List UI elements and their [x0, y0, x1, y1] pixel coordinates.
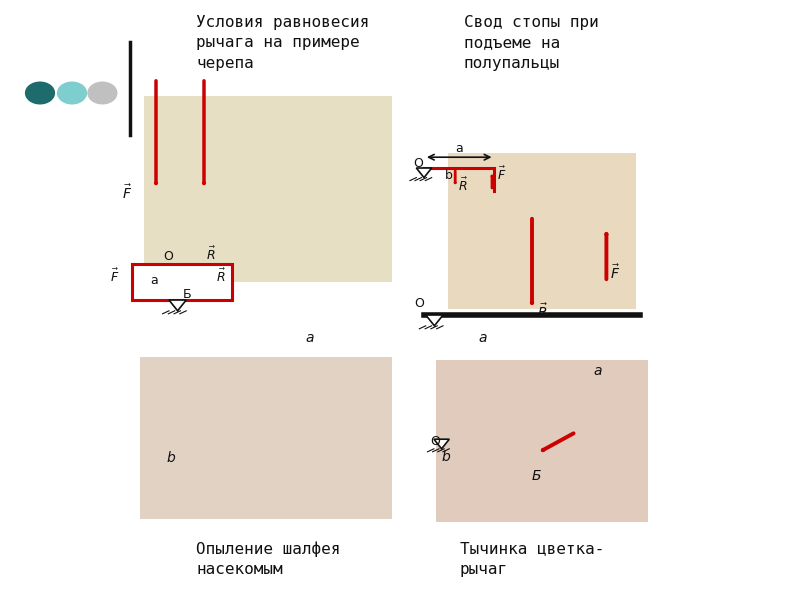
Bar: [140, 357, 392, 519]
Text: a: a: [150, 274, 158, 287]
Circle shape: [58, 82, 86, 104]
Text: b: b: [166, 451, 175, 465]
Text: Б: Б: [532, 469, 542, 483]
Text: b: b: [442, 450, 450, 464]
Text: a: a: [478, 331, 487, 345]
Text: a: a: [455, 142, 463, 155]
Text: a: a: [594, 364, 602, 378]
Polygon shape: [169, 300, 186, 311]
Text: O: O: [414, 157, 423, 170]
Text: $\vec{R}$: $\vec{R}$: [206, 245, 216, 263]
Bar: [436, 360, 648, 522]
Bar: [132, 264, 232, 300]
Text: b: b: [445, 169, 453, 182]
Text: $\vec{F}$: $\vec{F}$: [110, 268, 119, 285]
Text: O: O: [430, 435, 440, 448]
Text: O: O: [163, 250, 173, 263]
Text: a: a: [306, 331, 314, 345]
Text: $\vec{R}$: $\vec{R}$: [216, 268, 226, 285]
Polygon shape: [434, 439, 450, 449]
Text: $\vec{F}$: $\vec{F}$: [610, 263, 620, 282]
Text: Тычинка цветка-
рычаг: Тычинка цветка- рычаг: [460, 541, 604, 577]
Circle shape: [26, 82, 54, 104]
Text: $\vec{F}$: $\vec{F}$: [122, 184, 132, 202]
Text: Б: Б: [182, 288, 191, 301]
Text: $\vec{R}$: $\vec{R}$: [458, 176, 467, 194]
Text: Опыление шалфея
насекомым: Опыление шалфея насекомым: [196, 541, 340, 577]
Circle shape: [88, 82, 117, 104]
Text: Свод стопы при
подъеме на
полупальцы: Свод стопы при подъеме на полупальцы: [464, 15, 598, 71]
Bar: [144, 96, 392, 282]
Text: $\vec{F}$: $\vec{F}$: [497, 166, 506, 183]
Text: Условия равновесия
рычага на примере
черепа: Условия равновесия рычага на примере чер…: [196, 15, 370, 71]
Bar: [448, 153, 636, 309]
Polygon shape: [426, 315, 443, 326]
Text: $\vec{R}$: $\vec{R}$: [537, 302, 548, 321]
Polygon shape: [416, 168, 432, 178]
Text: O: O: [414, 297, 424, 310]
